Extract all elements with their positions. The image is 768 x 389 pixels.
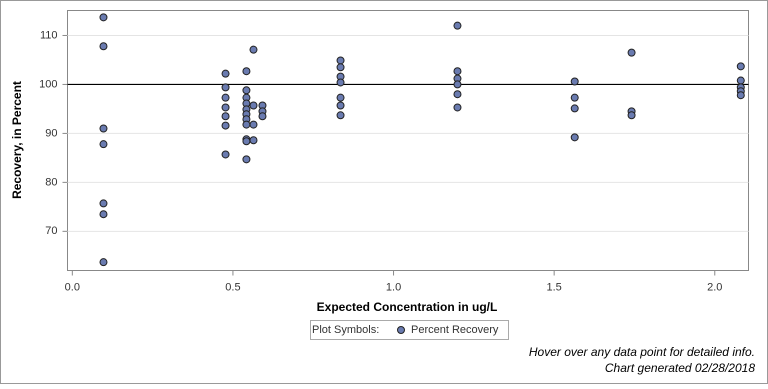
- data-point: [99, 210, 108, 219]
- x-tick-label: 1.0: [386, 281, 401, 293]
- data-point: [242, 137, 251, 146]
- data-point: [221, 69, 230, 78]
- data-point: [570, 77, 579, 86]
- data-point: [336, 78, 345, 87]
- data-point: [99, 140, 108, 149]
- data-point: [736, 91, 745, 100]
- legend-title: Plot Symbols:: [312, 324, 379, 336]
- data-point: [249, 120, 258, 129]
- data-point: [453, 21, 462, 30]
- x-tick-label: 0.5: [225, 281, 240, 293]
- data-point: [242, 120, 251, 129]
- data-point: [736, 62, 745, 71]
- data-point: [242, 86, 251, 95]
- data-point: [453, 80, 462, 89]
- data-point: [570, 133, 579, 142]
- data-point: [736, 76, 745, 85]
- data-point: [336, 56, 345, 65]
- x-tick-label: 1.5: [547, 281, 562, 293]
- y-axis-label: Recovery, in Percent: [10, 81, 24, 199]
- data-point: [221, 103, 230, 112]
- data-point: [258, 112, 267, 121]
- y-tick-label: 70: [45, 225, 57, 237]
- data-point: [453, 67, 462, 76]
- data-point: [221, 93, 230, 102]
- legend: [310, 320, 509, 340]
- data-point: [221, 83, 230, 92]
- data-point: [99, 199, 108, 208]
- legend-label: Percent Recovery: [411, 324, 499, 336]
- data-point: [249, 136, 258, 145]
- y-tick-label: 90: [45, 127, 57, 139]
- note: Hover over any data point for detailed i…: [529, 345, 755, 359]
- data-point: [336, 101, 345, 110]
- data-point: [336, 111, 345, 120]
- data-point: [99, 124, 108, 133]
- data-point: [453, 90, 462, 99]
- data-point: [99, 13, 108, 22]
- data-point: [627, 111, 636, 120]
- x-tick-label: 2.0: [707, 281, 722, 293]
- data-point: [242, 155, 251, 164]
- note: Chart generated 02/28/2018: [605, 361, 755, 375]
- data-point: [570, 93, 579, 102]
- data-point: [627, 48, 636, 57]
- x-tick-label: 0.0: [65, 281, 80, 293]
- data-point: [99, 42, 108, 51]
- data-point: [249, 45, 258, 54]
- x-axis-label: Expected Concentration in ug/L: [317, 300, 498, 314]
- data-point: [221, 112, 230, 121]
- data-point: [336, 63, 345, 72]
- y-tick-label: 100: [39, 78, 57, 90]
- data-point: [99, 258, 108, 267]
- data-point: [242, 67, 251, 76]
- data-point: [453, 103, 462, 112]
- data-point: [570, 104, 579, 113]
- data-point: [336, 93, 345, 102]
- data-point: [249, 101, 258, 110]
- y-tick-label: 110: [40, 29, 58, 41]
- data-point: [221, 121, 230, 130]
- y-tick-label: 80: [45, 176, 57, 188]
- data-point: [221, 150, 230, 159]
- legend-symbol: [397, 326, 405, 334]
